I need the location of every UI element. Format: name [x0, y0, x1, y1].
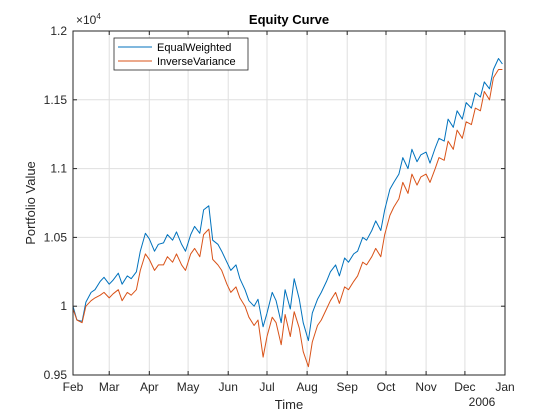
y-exponent-power: 4 — [96, 12, 101, 21]
y-tick-label: 1 — [60, 299, 67, 313]
y-axis-title: Portfolio Value — [23, 161, 38, 245]
x-tick-label: Nov — [415, 380, 436, 394]
x-tick-label: Sep — [337, 380, 359, 394]
x-tick-label: May — [177, 380, 200, 394]
legend-label-inversevariance: InverseVariance — [157, 56, 236, 68]
x-tick-label: Jun — [219, 380, 238, 394]
y-tick-label: 1.1 — [50, 162, 67, 176]
x-tick-label: Oct — [377, 380, 396, 394]
y-exponent-label: ×104 — [76, 12, 101, 27]
x-year-label: 2006 — [469, 395, 496, 409]
x-tick-label: Jan — [495, 380, 514, 394]
y-tick-label: 0.95 — [44, 368, 68, 382]
legend-label-equalweighted: EqualWeighted — [157, 42, 231, 54]
series-line-inversevariance — [72, 69, 503, 368]
y-tick-label: 1.05 — [44, 230, 68, 244]
series-lines — [72, 58, 503, 368]
x-tick-label: Feb — [63, 380, 84, 394]
legend-box — [113, 37, 249, 71]
x-tick-label: Apr — [140, 380, 159, 394]
chart-title: Equity Curve — [249, 12, 329, 27]
x-tick-label: Jul — [259, 380, 274, 394]
series-line-equalweighted — [72, 58, 503, 342]
plot-frame — [72, 30, 506, 376]
axis-ticks: Feb Mar Apr May Jun Jul Aug Sep Oct Nov Dec Jan 0.95… — [44, 24, 515, 394]
x-tick-label: Dec — [454, 380, 475, 394]
x-axis-title: Time — [275, 397, 303, 412]
x-tick-label: Mar — [99, 380, 120, 394]
y-tick-label: 1.15 — [44, 93, 68, 107]
y-tick-label: 1.2 — [50, 24, 67, 38]
x-tick-label: Aug — [296, 380, 317, 394]
legend: EqualWeighted InverseVariance — [113, 37, 249, 71]
